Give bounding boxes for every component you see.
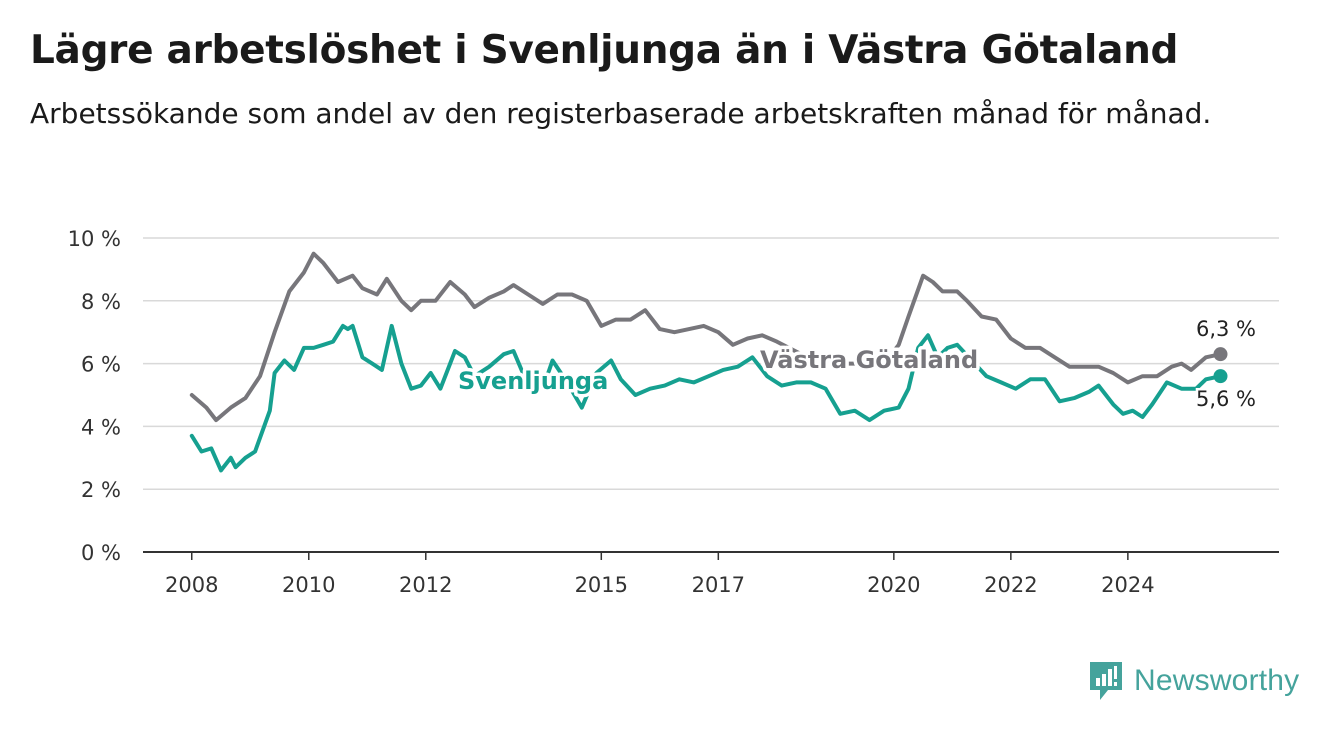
x-tick-label: 2017 (692, 573, 745, 597)
y-tick-label: 0 % (81, 541, 121, 565)
x-axis-tick-labels: 2008 2010 2012 2015 2017 2020 2022 2024 (165, 552, 1155, 597)
line-svenljunga (189, 323, 1223, 473)
y-axis-tick-labels: 0 % 2 % 4 % 6 % 8 % 10 % (68, 227, 121, 565)
series-label-svenljunga: Svenljunga (458, 367, 608, 395)
x-tick-label: 2010 (282, 573, 335, 597)
series-lines (189, 251, 1228, 473)
page-title: Lägre arbetslöshet i Svenljunga än i Väs… (30, 28, 1179, 73)
y-tick-label: 2 % (81, 478, 121, 502)
y-tick-label: 4 % (81, 415, 121, 439)
page-subtitle: Arbetssökande som andel av den registerb… (30, 97, 1212, 130)
series-label-v-stra-g-taland: Västra Götaland (760, 346, 978, 374)
newsworthy-logo: Newsworthy (1088, 660, 1299, 702)
x-tick-label: 2015 (575, 573, 628, 597)
end-point-svenljunga (1213, 369, 1228, 384)
end-point-v-stra-g-taland (1213, 347, 1228, 362)
x-tick-label: 2020 (867, 573, 920, 597)
x-tick-label: 2024 (1101, 573, 1154, 597)
y-tick-label: 8 % (81, 290, 121, 314)
brand-name: Newsworthy (1134, 664, 1300, 697)
line-chart: 0 % 2 % 4 % 6 % 8 % 10 % 2008 2010 2012 2015 2017… (68, 227, 1279, 597)
x-tick-label: 2012 (399, 573, 452, 597)
gridlines (143, 237, 1279, 553)
y-tick-label: 6 % (81, 353, 121, 377)
newsworthy-logo-icon (1090, 662, 1122, 700)
series-labels: Västra Götaland Svenljunga 6,3 % 5,6 % (455, 315, 1259, 414)
end-value-label-svenljunga: 5,6 % (1196, 387, 1256, 411)
end-value-label-v-stra-g-taland: 6,3 % (1196, 317, 1256, 341)
x-tick-label: 2022 (984, 573, 1037, 597)
x-tick-label: 2008 (165, 573, 218, 597)
line-v-stra-g-taland (189, 251, 1223, 423)
y-tick-label: 10 % (68, 227, 121, 251)
